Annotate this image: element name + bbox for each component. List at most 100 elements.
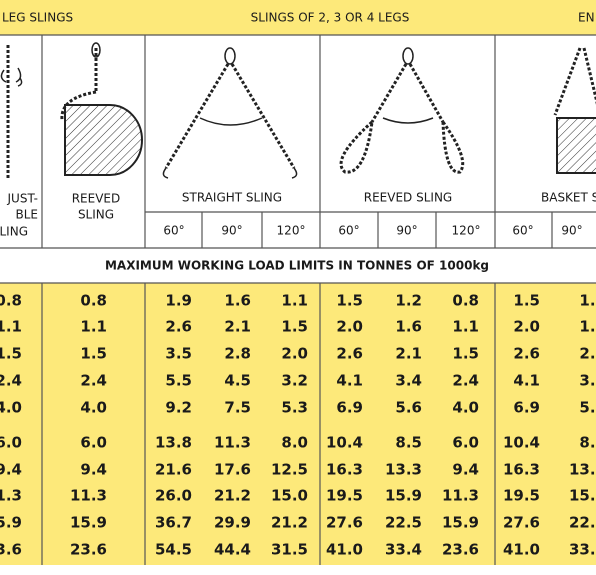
cell-value: 2.4 <box>80 372 107 390</box>
cell-value: 4.0 <box>452 399 479 417</box>
cell-value: 4.0 <box>0 399 22 417</box>
header-left: LEG SLINGS <box>2 11 73 25</box>
cell-value: 12.5 <box>271 461 308 479</box>
cell-value: 1.5 <box>80 345 107 363</box>
cell-value: 41.0 <box>326 541 363 559</box>
cell-value: 1.5 <box>452 345 479 363</box>
cell-value: 2.1 <box>395 345 422 363</box>
cell-value: 15.9 <box>442 514 479 532</box>
cell-value: 5.6 <box>579 399 596 417</box>
cell-value: 2.0 <box>281 345 308 363</box>
cell-value: 9.4 <box>452 461 479 479</box>
cell-value: 2.1 <box>224 318 251 336</box>
cell-value: 9.4 <box>0 461 22 479</box>
column-label: REEVED <box>72 192 121 206</box>
cell-value: 6.9 <box>336 399 363 417</box>
cell-value: 23.6 <box>70 541 107 559</box>
cell-value: 7.5 <box>224 399 251 417</box>
cell-value: 1.5 <box>281 318 308 336</box>
angle-label: 60° <box>163 224 184 238</box>
cell-value: 2.0 <box>513 318 540 336</box>
cell-value: 2.4 <box>0 372 22 390</box>
cell-value: 8.0 <box>281 434 308 452</box>
cell-value: 16.3 <box>503 461 540 479</box>
cell-value: 1.3 <box>0 487 22 505</box>
cell-value: 1.6 <box>579 318 596 336</box>
cell-value: 11.3 <box>214 434 251 452</box>
cell-value: 11.3 <box>442 487 479 505</box>
cell-value: 4.1 <box>513 372 540 390</box>
cell-value: 1.1 <box>281 292 308 310</box>
cell-value: 2.4 <box>452 372 479 390</box>
cell-value: 5.3 <box>281 399 308 417</box>
cell-value: 3.4 <box>395 372 422 390</box>
cell-value: 13.3 <box>569 461 596 479</box>
cell-value: 1.1 <box>0 318 22 336</box>
cell-value: 2.6 <box>336 345 363 363</box>
header-right: EN <box>578 11 595 25</box>
cell-value: 2.0 <box>336 318 363 336</box>
cell-value: 1.1 <box>80 318 107 336</box>
cell-value: 31.5 <box>271 541 308 559</box>
cell-value: 13.8 <box>155 434 192 452</box>
column-label: BLE <box>16 208 39 222</box>
column-label: BASKET S <box>541 191 596 205</box>
cell-value: 19.5 <box>503 487 540 505</box>
cell-value: 21.2 <box>214 487 251 505</box>
cell-value: 4.0 <box>80 399 107 417</box>
cell-value: 15.9 <box>70 514 107 532</box>
header-center: SLINGS OF 2, 3 OR 4 LEGS <box>251 11 410 25</box>
cell-value: 1.6 <box>395 318 422 336</box>
cell-value: 41.0 <box>503 541 540 559</box>
cell-value: 21.6 <box>155 461 192 479</box>
cell-value: 4.1 <box>336 372 363 390</box>
cell-value: 11.3 <box>70 487 107 505</box>
angle-label: 120° <box>277 224 306 238</box>
cell-value: 1.2 <box>395 292 422 310</box>
cell-value: 13.3 <box>385 461 422 479</box>
cell-value: 3.5 <box>165 345 192 363</box>
cell-value: 0.8 <box>0 292 22 310</box>
cell-value: 15.9 <box>569 487 596 505</box>
cell-value: 1.2 <box>579 292 596 310</box>
cell-value: 5.5 <box>165 372 192 390</box>
cell-value: 8.5 <box>579 434 596 452</box>
cell-value: 15.9 <box>385 487 422 505</box>
cell-value: 1.5 <box>513 292 540 310</box>
cell-value: 21.2 <box>271 514 308 532</box>
grid-lines <box>0 34 596 565</box>
cell-value: 33.4 <box>385 541 422 559</box>
cell-value: 1.6 <box>224 292 251 310</box>
cell-value: 0.8 <box>80 292 107 310</box>
cell-value: 1.5 <box>0 345 22 363</box>
cell-value: 1.1 <box>452 318 479 336</box>
cell-value: 3.2 <box>281 372 308 390</box>
cell-value: 4.5 <box>224 372 251 390</box>
angle-label: 60° <box>512 224 533 238</box>
cell-value: 10.4 <box>326 434 363 452</box>
cell-value: 2.6 <box>513 345 540 363</box>
cell-value: 44.4 <box>214 541 251 559</box>
table-title: MAXIMUM WORKING LOAD LIMITS IN TONNES OF… <box>105 259 489 273</box>
cell-value: 54.5 <box>155 541 192 559</box>
data-band <box>0 283 596 565</box>
column-label: JUST- <box>7 192 39 206</box>
cell-value: 22.5 <box>569 514 596 532</box>
cell-value: 1.9 <box>165 292 192 310</box>
cell-value: 27.6 <box>503 514 540 532</box>
angle-label: 90° <box>396 224 417 238</box>
cell-value: 9.2 <box>165 399 192 417</box>
cell-value: 22.5 <box>385 514 422 532</box>
cell-value: 27.6 <box>326 514 363 532</box>
cell-value: 1.5 <box>336 292 363 310</box>
cell-value: 2.6 <box>165 318 192 336</box>
cell-value: 26.0 <box>155 487 192 505</box>
cell-value: 0.8 <box>452 292 479 310</box>
cell-value: 8.5 <box>395 434 422 452</box>
cell-value: 19.5 <box>326 487 363 505</box>
cell-value: 5.9 <box>0 514 22 532</box>
cell-value: 2.8 <box>224 345 251 363</box>
illustrations <box>0 42 596 180</box>
cell-value: 6.0 <box>80 434 107 452</box>
